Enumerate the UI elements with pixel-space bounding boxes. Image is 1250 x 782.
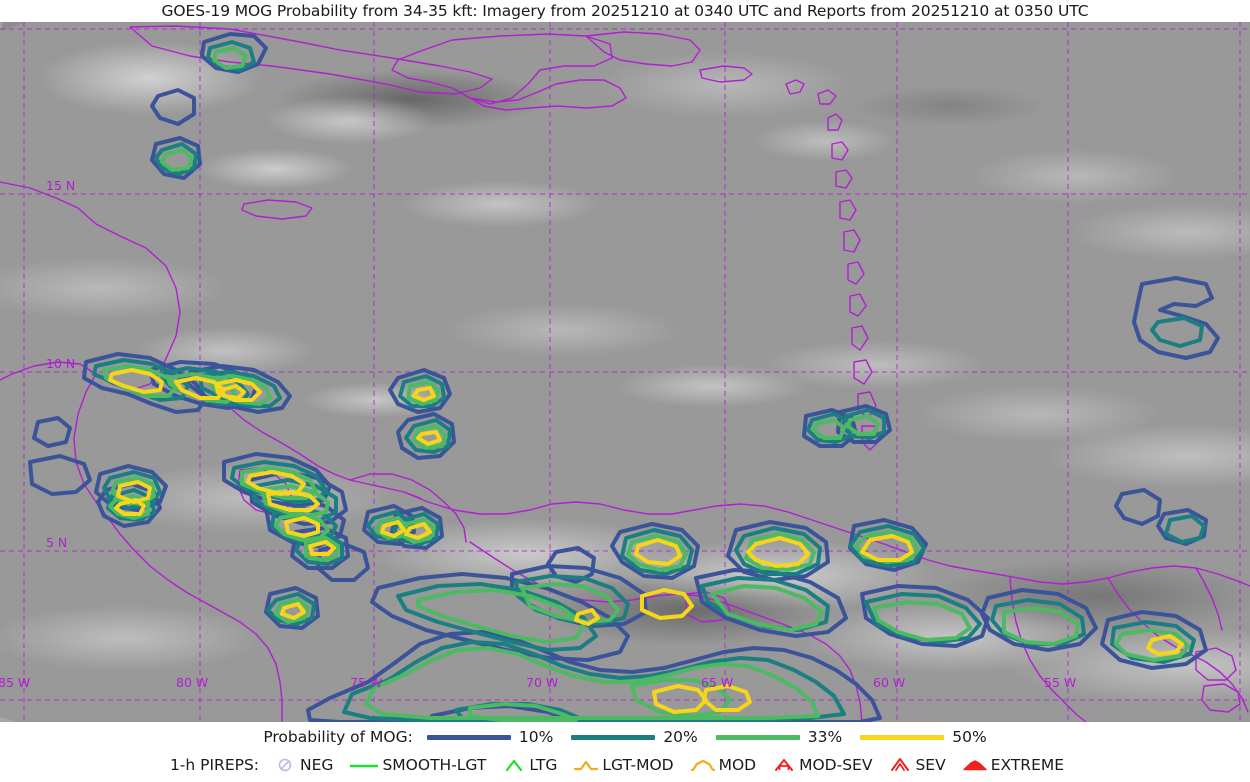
swatch-10pct xyxy=(426,734,511,740)
pirep-label-mod-sev: MOD-SEV xyxy=(799,756,873,774)
pirep-label-sev: SEV xyxy=(915,756,946,774)
figure-title-bar: GOES-19 MOG Probability from 34-35 kft: … xyxy=(0,0,1250,22)
pirep-label-lgt-mod: LGT-MOD xyxy=(602,756,674,774)
swatch-33pct xyxy=(715,734,800,740)
map-panel[interactable]: 15 N 10 N 5 N 85 W 80 W 75 W 70 W 65 W 6… xyxy=(0,22,1250,722)
legend-label-10pct: 10% xyxy=(518,728,554,746)
swatch-20pct xyxy=(571,734,656,740)
map-overlay-layer xyxy=(0,22,1250,722)
legend-item-50pct[interactable]: 50% xyxy=(860,728,987,746)
pirep-label-mod: MOD xyxy=(718,756,757,774)
pirep-item-mod[interactable]: MOD xyxy=(690,755,757,775)
swatch-50pct xyxy=(860,734,945,740)
caret-filled-icon xyxy=(962,755,988,775)
contour-level-20 xyxy=(92,40,1206,722)
caret-tall-icon xyxy=(888,755,912,775)
pirep-item-sev[interactable]: SEV xyxy=(888,755,946,775)
legend-label-33pct: 33% xyxy=(807,728,843,746)
legend-probability-title: Probability of MOG: xyxy=(263,728,413,746)
legend-label-50pct: 50% xyxy=(952,728,987,746)
contour-level-50 xyxy=(108,368,1184,714)
legend-probability-row: Probability of MOG: 10% 20% 33% 50% xyxy=(0,722,1250,752)
pirep-item-smooth-lgt[interactable]: SMOOTH-LGT xyxy=(349,755,486,775)
contour-level-10 xyxy=(28,32,1220,722)
pirep-item-mod-sev[interactable]: MOD-SEV xyxy=(772,755,872,775)
pirep-label-smooth-lgt: SMOOTH-LGT xyxy=(382,756,487,774)
pirep-item-ltg[interactable]: LTG xyxy=(502,755,557,775)
legend-pireps-row: 1-h PIREPS: NEG SMOOTH-LGT xyxy=(0,750,1250,780)
legend-label-20pct: 20% xyxy=(663,728,698,746)
neg-circle-slash-icon xyxy=(273,755,297,775)
pirep-label-extreme: EXTREME xyxy=(990,756,1065,774)
coastlines-and-borders xyxy=(0,25,1250,722)
legend-item-33pct[interactable]: 33% xyxy=(715,728,843,746)
pirep-label-ltg: LTG xyxy=(529,756,558,774)
pirep-item-lgt-mod[interactable]: LGT-MOD xyxy=(573,755,674,775)
caret-flat-base-icon xyxy=(573,755,599,775)
legend-item-10pct[interactable]: 10% xyxy=(426,728,554,746)
legend-pireps-title: 1-h PIREPS: xyxy=(169,756,260,774)
pirep-item-extreme[interactable]: EXTREME xyxy=(962,755,1064,775)
flat-line-icon xyxy=(349,755,379,775)
caret-open-icon xyxy=(502,755,526,775)
figure-legend: Probability of MOG: 10% 20% 33% 50% 1-h … xyxy=(0,722,1250,782)
page-title: GOES-19 MOG Probability from 34-35 kft: … xyxy=(161,2,1089,20)
caret-wave-icon xyxy=(690,755,716,775)
house-open-icon xyxy=(772,755,796,775)
legend-item-20pct[interactable]: 20% xyxy=(571,728,698,746)
pirep-item-neg[interactable]: NEG xyxy=(273,755,333,775)
pirep-label-neg: NEG xyxy=(300,756,334,774)
